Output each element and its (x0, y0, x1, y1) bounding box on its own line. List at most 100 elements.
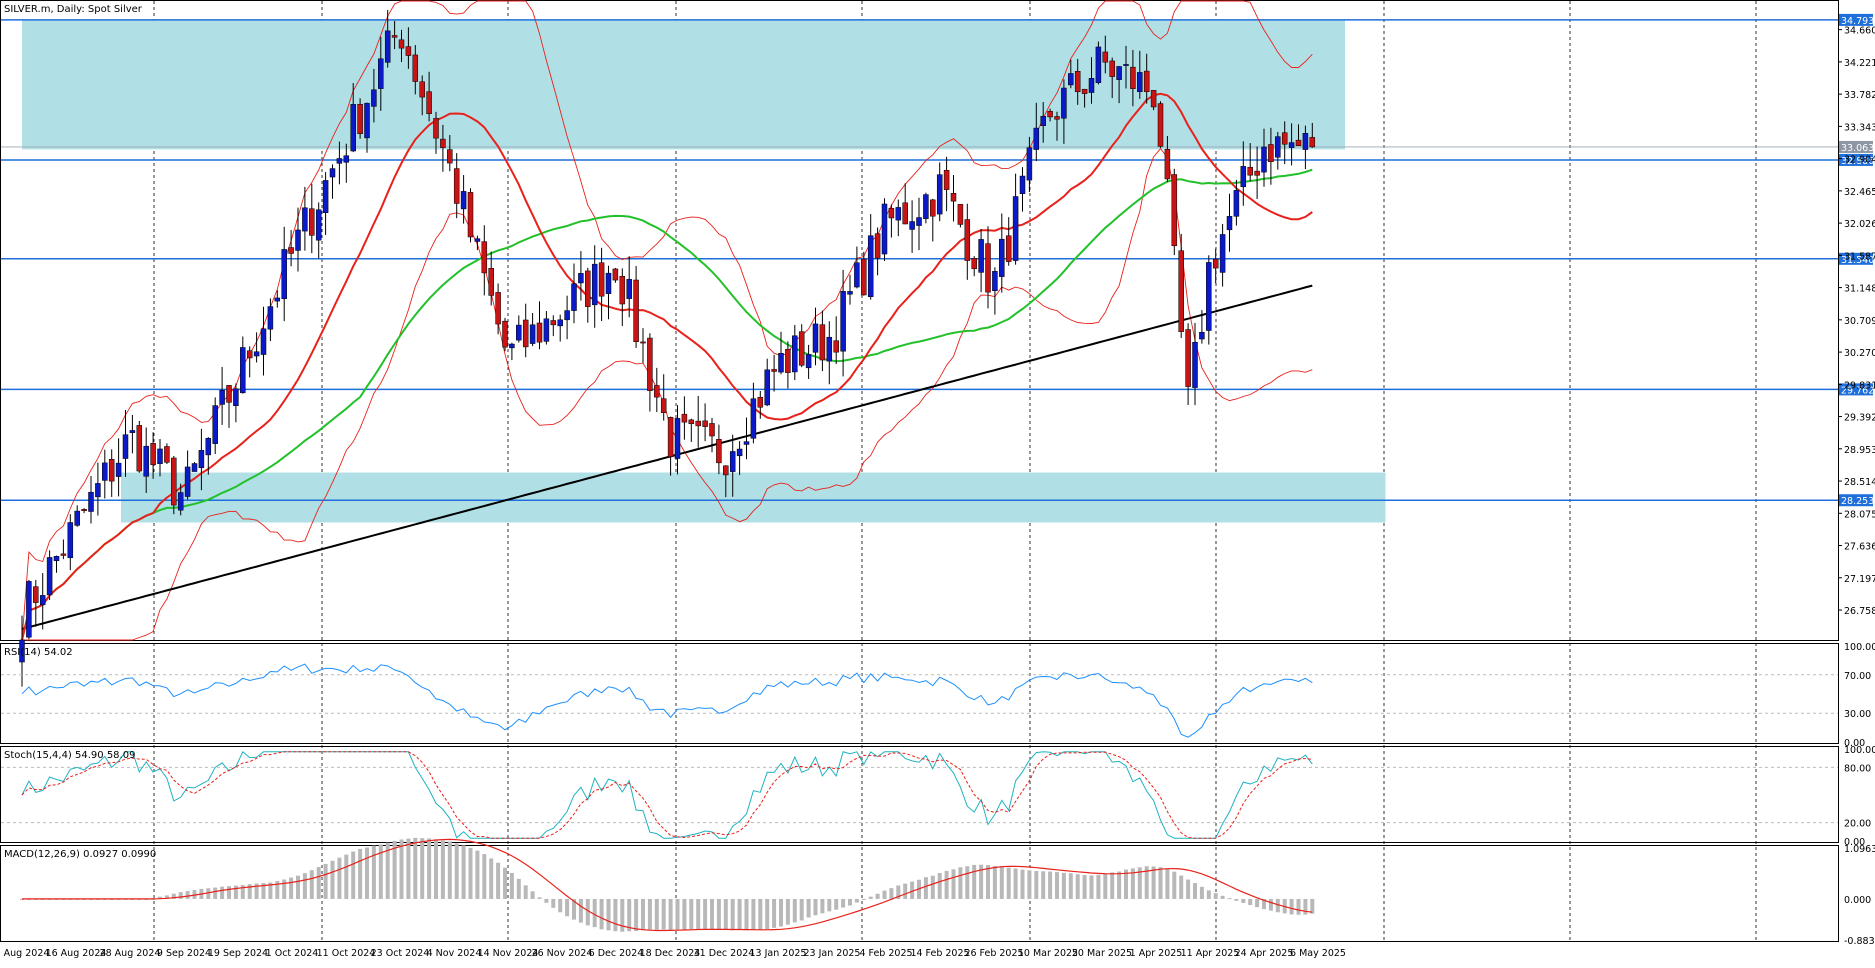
macd-bar (337, 857, 342, 899)
candle-body (1295, 139, 1302, 147)
macd-bar (358, 848, 363, 899)
macd-bar (489, 858, 494, 899)
candle-body (1178, 250, 1184, 332)
macd-bar (289, 877, 294, 899)
price-tick-label: 27.197 (1844, 574, 1875, 585)
macd-bar (986, 865, 990, 899)
price-tick-label: 28.953 (1844, 445, 1875, 456)
candle-body (660, 398, 667, 413)
candle-body (847, 291, 853, 295)
candle-body (315, 209, 322, 241)
candle-body (674, 418, 681, 459)
time-tick-label: 6 May 2025 (1290, 948, 1346, 959)
candle-body (764, 369, 770, 406)
macd-label: MACD(12,26,9) 0.0927 0.0990 (4, 849, 156, 860)
candle-body (557, 319, 563, 327)
candle-body (440, 138, 446, 148)
price-tick-label: 34.660 (1844, 26, 1875, 37)
macd-bar (827, 898, 832, 912)
macd-bar (1165, 868, 1170, 899)
candle-body (578, 273, 584, 284)
candle-body (736, 448, 743, 457)
candle-body (53, 556, 60, 561)
candle-body (1095, 46, 1102, 83)
macd-bar (275, 881, 280, 899)
candle-body (516, 324, 522, 341)
macd-bar (620, 898, 625, 932)
candle-body (240, 347, 246, 394)
macd-bar (1248, 898, 1253, 905)
axis-tick-label: 80.00 (1844, 763, 1871, 774)
candle-body (654, 385, 660, 398)
macd-bar (296, 875, 300, 899)
price-tick-label: 29.392 (1844, 413, 1875, 424)
macd-bar (1241, 898, 1246, 903)
candle-body (1206, 262, 1212, 331)
macd-bar (613, 898, 618, 932)
macd-bar (896, 885, 901, 899)
macd-bar (158, 896, 162, 899)
level-price: 29.762 (1841, 385, 1874, 396)
candle-body (840, 291, 846, 352)
candle-body (122, 434, 129, 459)
time-tick-label: 26 Feb 2025 (964, 948, 1023, 959)
candle-body (881, 203, 888, 255)
time-tick-label: 1 Apr 2025 (1130, 948, 1183, 959)
macd-bar (1158, 867, 1163, 899)
candle-body (861, 258, 867, 296)
macd-bar (868, 896, 873, 899)
candle-body (1150, 90, 1157, 108)
time-tick-label: 14 Nov 2024 (478, 948, 539, 959)
candle-body (502, 320, 508, 348)
macd-bar (578, 898, 583, 923)
macd-bar (737, 898, 742, 931)
macd-bar (592, 898, 597, 928)
candle-body (474, 238, 481, 242)
macd-bar (654, 898, 659, 930)
candle-body (688, 419, 695, 424)
axis-tick-label: 0.000 (1844, 895, 1871, 906)
macd-bar (268, 882, 273, 899)
candle-body (205, 438, 212, 456)
candle-body (757, 396, 764, 408)
macd-bar (351, 851, 356, 899)
candle-body (95, 483, 101, 498)
candle-body (295, 229, 301, 251)
macd-bar (1048, 871, 1053, 899)
macd-bar (413, 837, 418, 899)
macd-bar (758, 898, 763, 930)
level-price: 31.540 (1841, 255, 1874, 266)
axis-tick-label: 30.00 (1844, 709, 1871, 720)
candle-body (971, 258, 977, 270)
candle-body (950, 192, 957, 202)
candle-body (957, 204, 964, 225)
candle-body (985, 243, 991, 293)
macd-bar (882, 890, 887, 899)
candle-body (854, 262, 860, 288)
macd-bar (447, 841, 452, 899)
candle-body (129, 430, 136, 433)
candle-body (426, 91, 432, 114)
macd-bar (958, 867, 963, 899)
ma-20 (21, 92, 1313, 641)
price-tick-label: 32.026 (1844, 219, 1875, 230)
candle-body (723, 465, 729, 476)
macd-bar (799, 898, 804, 921)
candle-body (978, 239, 984, 273)
candle-body (1261, 146, 1267, 173)
time-tick-label: 13 Jan 2025 (750, 948, 807, 959)
time-tick-label: 4 Feb 2025 (859, 948, 912, 959)
macd-bar (744, 898, 749, 931)
candle-body (964, 219, 971, 261)
price-tick-label: 31.587 (1844, 251, 1875, 262)
candle-body (716, 438, 722, 464)
candle-body (364, 102, 370, 139)
macd-bar (1275, 898, 1280, 913)
time-tick-label: 6 Aug 2024 (0, 948, 49, 959)
candle-body (826, 336, 833, 362)
time-tick-label: 23 Oct 2024 (371, 948, 430, 959)
macd-bar (440, 840, 445, 899)
macd-bar (889, 888, 894, 899)
